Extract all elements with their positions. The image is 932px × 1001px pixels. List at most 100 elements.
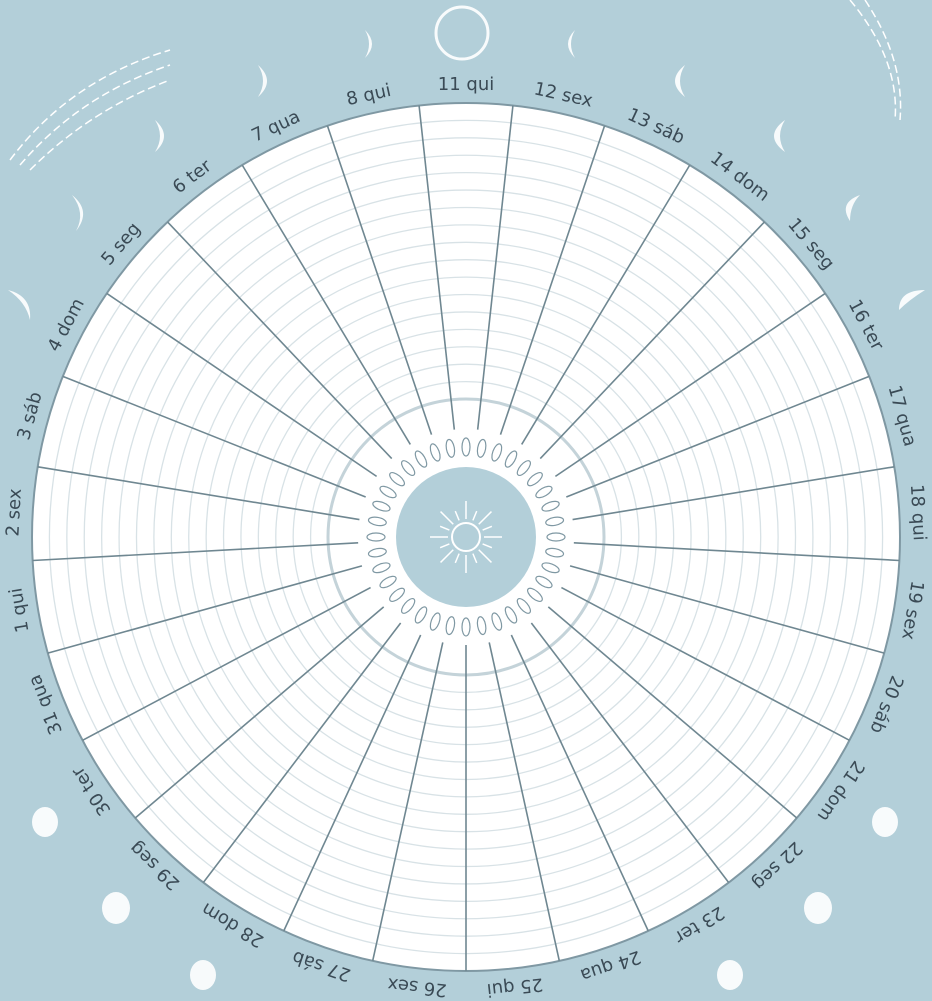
wind-line (849, 0, 897, 121)
sector-line (166, 221, 393, 460)
wind-lines (9, 0, 902, 171)
moon (804, 892, 832, 924)
sector-line (539, 221, 766, 460)
petal (535, 485, 553, 499)
petal (541, 500, 560, 512)
sun-ray (472, 510, 478, 521)
sector-line (566, 375, 870, 498)
sun-ray (482, 525, 493, 531)
sector-line (572, 465, 895, 521)
sector-line (561, 586, 850, 741)
day-label: 11 qui (438, 74, 494, 95)
petal (366, 532, 386, 542)
sector-line (134, 606, 385, 819)
sun-ray (440, 511, 454, 525)
moon (899, 290, 925, 310)
sector-line (520, 164, 691, 445)
petal (526, 587, 543, 602)
petal (526, 472, 543, 487)
sun-ray (454, 510, 460, 521)
sector-line (32, 542, 359, 562)
moon (365, 30, 372, 58)
sector-line (283, 634, 422, 932)
sector-line (510, 634, 649, 932)
sun-ray (454, 553, 460, 564)
petal (429, 443, 441, 462)
sector-line (554, 292, 826, 478)
day-label: 18 qui (906, 484, 930, 542)
sector-line (488, 642, 561, 962)
petal (372, 562, 391, 574)
sun-ray (440, 549, 454, 563)
petal (401, 460, 416, 477)
petal (461, 437, 471, 457)
moon (8, 290, 31, 320)
moon (568, 30, 575, 58)
sun-ray (478, 549, 492, 563)
moon (72, 195, 84, 231)
wind-line (864, 0, 902, 121)
moon (717, 960, 743, 990)
petal (504, 450, 518, 468)
petal (491, 612, 503, 631)
petal (476, 438, 487, 458)
sector-line (82, 586, 371, 741)
petal (535, 575, 553, 589)
petal (546, 532, 566, 542)
full-moon (434, 5, 490, 61)
moon (258, 65, 267, 97)
petal (491, 443, 503, 462)
sun-ray (439, 543, 450, 549)
sector-line (326, 125, 433, 435)
petal (379, 575, 397, 589)
petal (541, 562, 560, 574)
petal (372, 500, 391, 512)
moon (845, 195, 860, 221)
petal (445, 438, 456, 458)
sector-line (47, 565, 363, 654)
petal (461, 617, 471, 637)
moon (102, 892, 130, 924)
moon-decorations (8, 5, 925, 990)
petal (429, 612, 441, 631)
moon (774, 120, 785, 152)
petal (545, 547, 565, 558)
petal (476, 616, 487, 636)
moon (155, 120, 164, 152)
wind-line (29, 79, 171, 171)
moon (190, 960, 216, 990)
petal (389, 587, 406, 602)
petal (379, 485, 397, 499)
petal (516, 597, 531, 614)
wind-line (9, 49, 171, 161)
petal (414, 606, 428, 624)
sector-line (62, 375, 366, 498)
petal (445, 616, 456, 636)
wheel (31, 102, 901, 972)
sector-line (418, 105, 456, 430)
sun-ray (478, 511, 492, 525)
sector-line (106, 292, 378, 478)
sector-line (202, 622, 402, 883)
sector-line (241, 164, 412, 445)
wind-line (19, 64, 171, 166)
sun-ray (439, 525, 450, 531)
petal (389, 472, 406, 487)
moon (872, 807, 898, 837)
sector-line (547, 606, 798, 819)
petal (504, 606, 518, 624)
day-label: 2 sex (2, 488, 26, 537)
sector-line (530, 622, 730, 883)
sector-line (371, 642, 444, 962)
sun (451, 522, 481, 552)
sector-line (573, 542, 900, 562)
petal (367, 547, 387, 558)
petal (545, 516, 565, 527)
sector-line (37, 465, 360, 521)
petal (516, 460, 531, 477)
petal (367, 516, 387, 527)
sector-line (499, 125, 606, 435)
moon (32, 807, 58, 837)
center-disc (396, 467, 536, 607)
